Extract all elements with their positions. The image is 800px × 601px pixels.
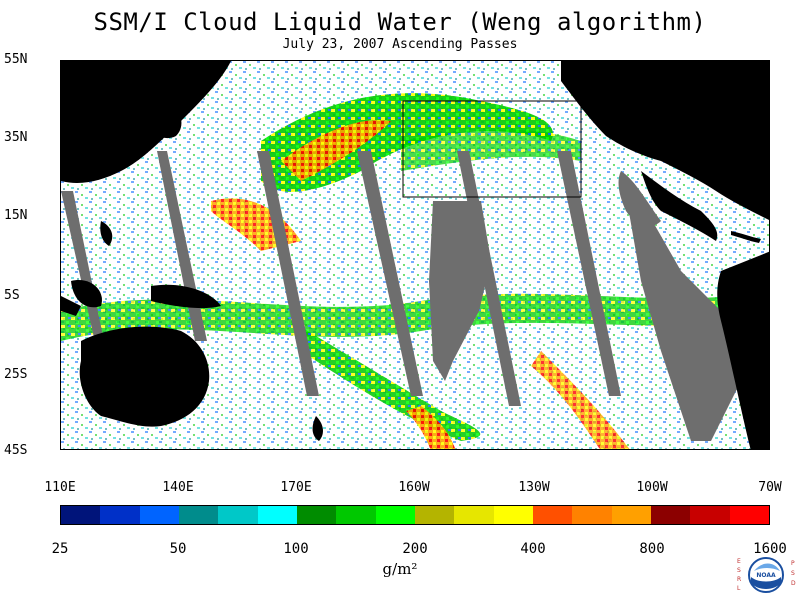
- colorbar-swatch: [729, 506, 769, 524]
- land-east-asia: [61, 61, 231, 183]
- logo-left-text: E S R L: [737, 558, 743, 592]
- colorbar-swatch: [61, 506, 101, 524]
- swath-8: [627, 201, 751, 441]
- land-central-america: [641, 171, 718, 241]
- colorbar-swatch: [650, 506, 691, 524]
- land-australia: [79, 326, 210, 427]
- colorbar-swatch: [532, 506, 573, 524]
- map-title: SSM/I Cloud Liquid Water (Weng algorithm…: [93, 8, 707, 36]
- lon-label-170e: 170E: [280, 480, 312, 495]
- land-japan: [151, 101, 182, 139]
- colorbar-swatch: [572, 506, 612, 524]
- colorbar-swatch: [375, 506, 415, 524]
- swath-7: [429, 201, 491, 381]
- lon-label-140e: 140E: [162, 480, 194, 495]
- lon-label-100w: 100W: [636, 480, 668, 495]
- region-box: [402, 100, 582, 198]
- swath-6: [557, 151, 621, 396]
- colorbar-swatch: [296, 506, 337, 524]
- lat-label-5s: 5S: [4, 288, 20, 303]
- colorbar-swatch: [454, 506, 494, 524]
- land-new-guinea: [151, 284, 221, 309]
- map-subtitle: July 23, 2007 Ascending Passes: [282, 37, 518, 52]
- colorbar-tick-100: 100: [283, 541, 309, 557]
- colorbar-swatch: [178, 506, 219, 524]
- lat-label-35n: 35N: [4, 130, 28, 145]
- logo-center-text: NOAA: [756, 572, 776, 579]
- lat-label-25s: 25S: [4, 367, 28, 382]
- colorbar-swatch: [139, 506, 179, 524]
- colorbar-swatch: [690, 506, 730, 524]
- land-masses: [61, 61, 769, 449]
- colorbar-swatch: [257, 506, 297, 524]
- cloud-band-southeast-pacific: [531, 351, 630, 449]
- cloud-band-spcz: [291, 321, 481, 441]
- logo-right-text: P S D: [791, 560, 797, 587]
- noaa-logo-svg: NOAA E S R L P S D: [737, 557, 797, 593]
- map-panel: [60, 60, 770, 450]
- lon-label-110e: 110E: [44, 480, 76, 495]
- lat-label-55n: 55N: [4, 52, 28, 67]
- colorbar-swatch: [611, 506, 651, 524]
- cloud-band-gulf-of-alaska: [401, 129, 581, 171]
- land-new-zealand: [312, 416, 323, 441]
- colorbar-tick-200: 200: [402, 541, 428, 557]
- cloud-band-tasman: [406, 406, 456, 449]
- colorbar-swatch: [218, 506, 258, 524]
- colorbar-swatch: [493, 506, 533, 524]
- swath-4: [357, 151, 423, 396]
- land-mexico-grey: [618, 171, 661, 227]
- land-caribbean: [731, 231, 761, 243]
- lon-label-130w: 130W: [518, 480, 550, 495]
- colorbar-tick-400: 400: [520, 541, 546, 557]
- colorbar-units: g/m²: [382, 560, 418, 578]
- colorbar-tick-50: 50: [169, 541, 187, 557]
- lat-label-45s: 45S: [4, 443, 28, 458]
- land-sumatra: [61, 296, 81, 316]
- swath-3: [257, 151, 319, 396]
- colorbar-swatch: [336, 506, 376, 524]
- colorbar-swatch: [414, 506, 455, 524]
- lon-label-70w: 70W: [758, 480, 782, 495]
- noaa-esrl-logo: NOAA E S R L P S D: [734, 553, 798, 597]
- colorbar-tick-800: 800: [639, 541, 665, 557]
- colorbar-swatch: [100, 506, 140, 524]
- swath-1: [61, 191, 106, 351]
- colorbar: [60, 505, 770, 525]
- colorbar-tick-1600: 1600: [753, 541, 787, 557]
- land-north-america: [561, 61, 769, 220]
- land-borneo: [71, 280, 102, 308]
- cloud-band-north-pacific-core: [281, 120, 391, 181]
- lat-label-15n: 15N: [4, 208, 28, 223]
- land-philippines: [100, 221, 113, 246]
- map-svg: [61, 61, 769, 449]
- colorbar-tick-25: 25: [51, 541, 69, 557]
- lon-label-160w: 160W: [398, 480, 430, 495]
- land-south-america: [717, 251, 769, 449]
